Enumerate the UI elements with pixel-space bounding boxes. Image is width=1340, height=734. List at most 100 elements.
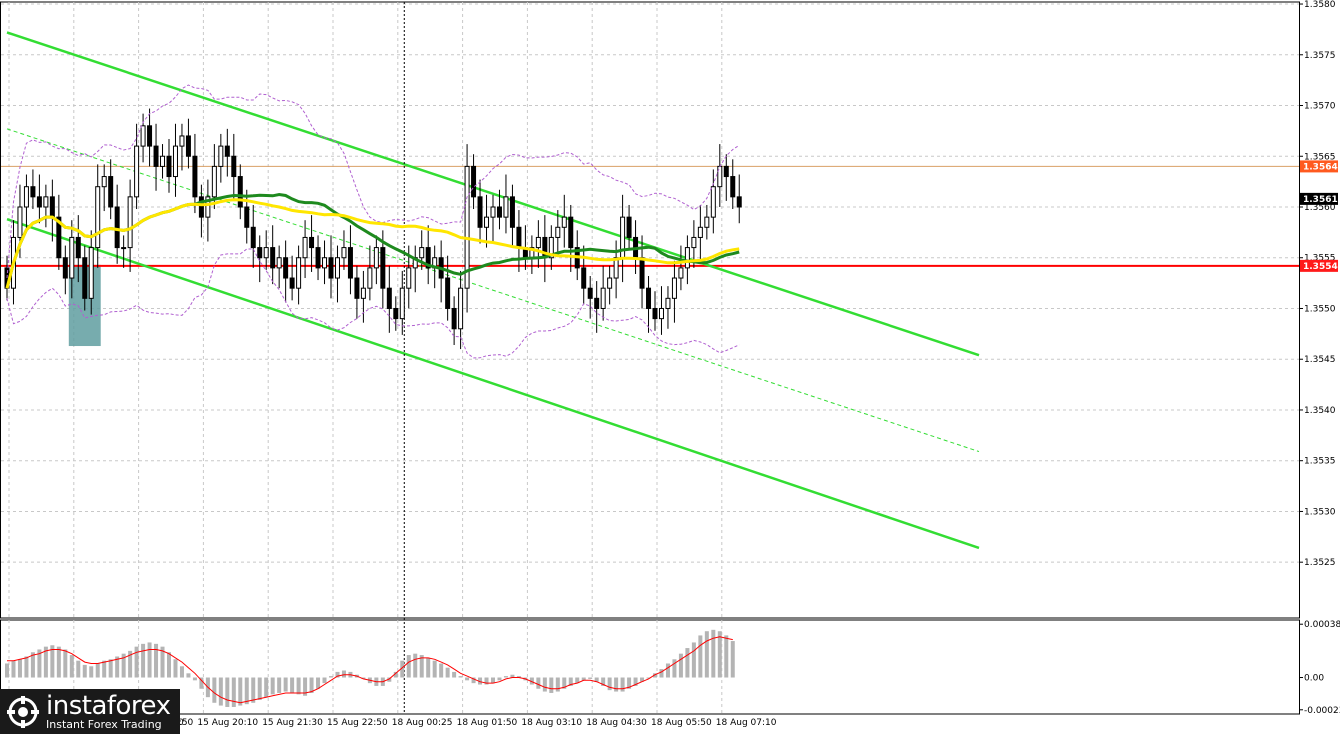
oscillator-bar [659,669,664,678]
oscillator-bar [724,635,729,678]
candle-body [561,216,567,228]
candle-body [263,247,269,259]
candle-body [82,257,88,299]
candle-body [509,196,515,228]
oscillator-bar [419,655,424,678]
candle-body [75,236,81,259]
oscillator-bar [691,642,696,678]
brand-name: instaforex [46,690,171,721]
price-badge [1300,160,1338,173]
oscillator-bar [141,643,146,678]
price-badge-label: 1.3554 [1303,262,1338,272]
price-tick-label: 1.3560 [1304,203,1336,213]
oscillator-bar [212,677,217,703]
time-tick-label: 18 Aug 04:30 [586,718,647,728]
candle-body [458,287,464,330]
candle-body [257,247,263,259]
oscillator-bar [30,652,35,678]
time-tick-label: 18 Aug 00:25 [392,718,453,728]
oscillator-bar [335,671,340,678]
price-tick-label: 1.3540 [1304,406,1336,416]
candle-body [179,135,185,147]
oscillator-bar [95,663,100,678]
price-tick-label: 1.3535 [1304,457,1336,467]
candle-body [172,145,178,178]
candle-body [665,297,671,309]
candle-body [224,145,230,157]
oscillator-bar [89,666,94,678]
oscillator-bar [322,677,327,684]
candle-body [516,226,522,249]
oscillator-bar [218,677,223,706]
candle-body [328,257,334,279]
candle-body [108,176,114,208]
oscillator-bar [115,656,120,678]
candle-body [691,236,697,249]
candle-body [270,247,276,269]
oscillator-bar [581,677,586,681]
oscillator-bar [672,659,677,678]
candle-body [309,236,315,249]
candle-body [373,247,379,269]
candle-body [671,277,677,299]
oscillator-signal-line [7,636,733,704]
candle-body [192,155,198,198]
candle-body [153,145,159,167]
oscillator-bar [665,663,670,678]
candle-body [503,196,509,218]
candle-body [568,216,574,249]
oscillator-bar [199,677,204,689]
envelope-upper-line [6,84,740,279]
envelope-lower-line [6,248,740,359]
oscillator-bar [43,646,48,678]
candle-body [380,247,386,289]
oscillator-bar [147,642,152,678]
price-badge [1300,259,1338,272]
oscillator-bar [361,677,366,679]
oscillator-bar [614,677,619,692]
candle-body [198,196,204,218]
oscillator-bar [646,677,651,679]
oscillator-bar [341,670,346,678]
candle-body [730,176,736,198]
candle-body [484,216,490,228]
candle-body [302,236,308,259]
candle-body [17,206,23,238]
oscillator-bar [445,667,450,678]
oscillator-bar [108,659,113,678]
oscillator-bar [510,674,515,678]
time-tick-label: 18 Aug 03:10 [521,718,582,728]
oscillator-bar [316,677,321,689]
candle-body [134,145,140,198]
oscillator-bar [452,671,457,678]
oscillator-bar [536,677,541,689]
oscillator-bar [179,666,184,678]
oscillator-panel-frame [0,619,1300,715]
candle-body [399,287,405,320]
candle-body [289,277,295,289]
oscillator-bar [478,677,483,685]
candle-body [101,176,107,188]
candle-body [658,307,664,320]
price-tick-label: 1.3550 [1304,304,1336,314]
time-tick-label: 18 Aug 05:50 [651,718,712,728]
oscillator-bar [270,677,275,695]
candle-body [535,236,541,249]
oscillator-bar [24,656,29,678]
oscillator-bar [562,677,567,689]
oscillator-tick-label: -0.00023 [1304,706,1340,716]
oscillator-bar [128,650,133,678]
oscillator-bar [542,677,547,692]
oscillator-bar [225,677,230,707]
candle-body [347,247,353,279]
oscillator-bar [76,660,81,678]
price-panel-frame [0,1,1300,619]
candle-body [678,267,684,279]
oscillator-bar [620,677,625,692]
moving-average-line [5,198,740,289]
candle-body [367,267,373,289]
oscillator-bar [640,677,645,682]
candle-body [723,165,729,178]
oscillator-bar [290,677,295,693]
candle-body [147,125,153,147]
